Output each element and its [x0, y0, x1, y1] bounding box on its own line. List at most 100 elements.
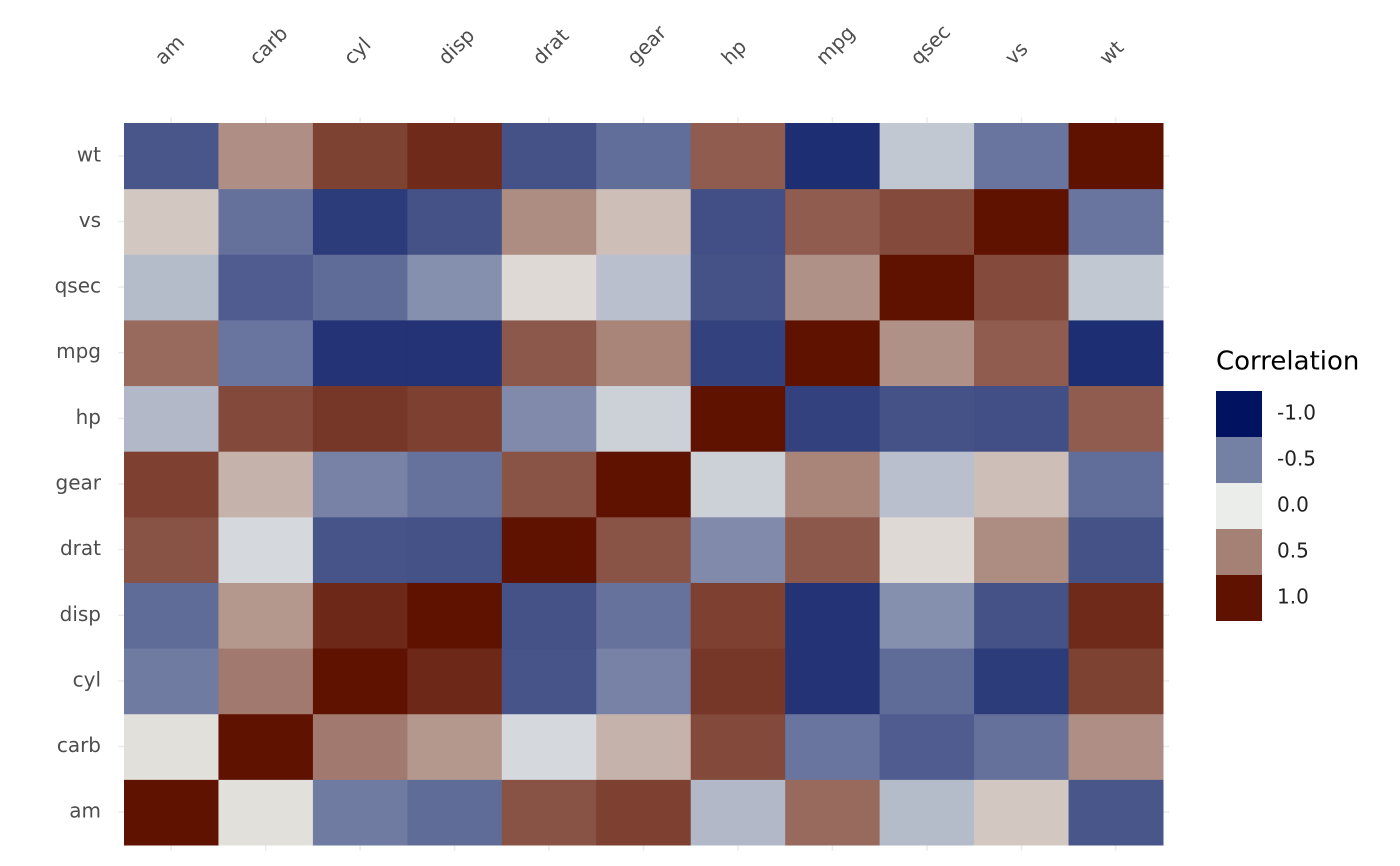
y-tick-label: wt — [77, 142, 101, 166]
legend-label: 1.0 — [1277, 585, 1309, 609]
tile — [785, 648, 881, 715]
tile — [596, 516, 692, 583]
x-tick-label: mpg — [811, 21, 860, 70]
tile — [785, 123, 881, 190]
tile — [1068, 516, 1164, 583]
tile — [124, 254, 219, 321]
tile — [785, 188, 881, 255]
tile — [407, 319, 503, 387]
tile — [1068, 451, 1164, 518]
x-tick-label: carb — [244, 21, 292, 69]
tile — [974, 516, 1070, 583]
tile — [124, 451, 219, 518]
legend-label: 0.5 — [1277, 539, 1309, 563]
tile — [879, 385, 975, 452]
tile — [501, 123, 597, 190]
tile — [690, 123, 786, 190]
tile — [312, 648, 408, 715]
tile — [124, 516, 219, 583]
tile — [974, 254, 1070, 321]
x-tick-label: hp — [716, 35, 751, 70]
tile — [218, 254, 314, 321]
tile — [974, 123, 1070, 190]
x-tick-label: drat — [527, 23, 573, 69]
tile — [218, 582, 314, 649]
tile — [596, 188, 692, 255]
tile — [596, 319, 692, 387]
tile — [974, 648, 1070, 715]
tile — [218, 648, 314, 715]
legend-label: 0.0 — [1277, 493, 1309, 517]
tile — [501, 385, 597, 452]
tile — [596, 254, 692, 321]
tile — [879, 254, 975, 321]
tile — [407, 516, 503, 583]
tile — [974, 319, 1070, 387]
x-tick-label: vs — [1000, 37, 1033, 70]
legend-key — [1216, 437, 1262, 483]
tile — [785, 779, 881, 846]
legend: -1.0 -0.5 0.0 0.5 1.0 — [1216, 391, 1316, 621]
y-tick-label: drat — [60, 536, 101, 560]
tile — [690, 254, 786, 321]
tile — [501, 648, 597, 715]
tile — [596, 123, 692, 190]
x-tick-label: cyl — [339, 32, 376, 69]
y-tick-label: carb — [57, 733, 101, 757]
tile — [785, 451, 881, 518]
tile — [501, 713, 597, 780]
tile — [218, 779, 314, 846]
tile — [407, 779, 503, 846]
legend-label: -0.5 — [1277, 447, 1316, 471]
y-tick-label: hp — [76, 405, 101, 429]
y-tick-label: qsec — [55, 274, 101, 298]
tile — [1068, 779, 1164, 846]
tile — [596, 582, 692, 649]
tile — [785, 713, 881, 780]
tile — [407, 385, 503, 452]
tile — [312, 254, 408, 321]
legend-label: -1.0 — [1277, 401, 1316, 425]
tile — [312, 779, 408, 846]
tile — [974, 779, 1070, 846]
tiles — [124, 123, 1164, 846]
tile — [974, 385, 1070, 452]
tile — [312, 123, 408, 190]
tile — [1068, 254, 1164, 321]
tile — [124, 188, 219, 255]
tile — [124, 123, 219, 190]
legend-key — [1216, 391, 1262, 437]
tile — [879, 451, 975, 518]
tile — [785, 319, 881, 387]
tile — [218, 713, 314, 780]
tile — [124, 648, 219, 715]
y-tick-label: gear — [56, 471, 102, 495]
tile — [218, 385, 314, 452]
y-tick-label: mpg — [56, 339, 101, 363]
tile — [124, 319, 219, 387]
tile — [690, 713, 786, 780]
tile — [1068, 713, 1164, 780]
tile — [596, 385, 692, 452]
y-tick-label: cyl — [73, 667, 101, 691]
tile — [1068, 123, 1164, 190]
tile — [690, 648, 786, 715]
tile — [879, 123, 975, 190]
tile — [879, 648, 975, 715]
tile — [218, 123, 314, 190]
tile — [974, 188, 1070, 255]
tile — [785, 385, 881, 452]
tile — [218, 451, 314, 518]
tile — [501, 451, 597, 518]
legend-title: Correlation — [1216, 347, 1359, 377]
tile — [407, 123, 503, 190]
legend-key — [1216, 529, 1262, 575]
tile — [501, 319, 597, 387]
tile — [974, 451, 1070, 518]
tile — [407, 582, 503, 649]
x-tick-label: gear — [622, 20, 672, 70]
tile — [879, 188, 975, 255]
tile — [407, 254, 503, 321]
tile — [1068, 582, 1164, 649]
tile — [312, 188, 408, 255]
